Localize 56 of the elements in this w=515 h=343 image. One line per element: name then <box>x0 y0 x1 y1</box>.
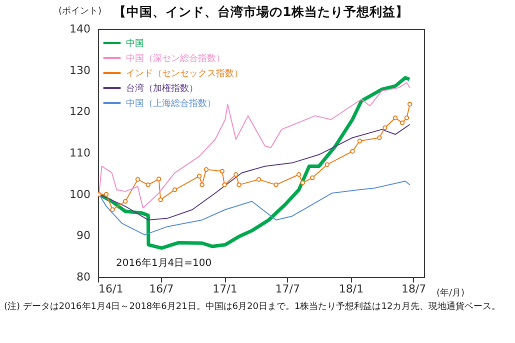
point <box>220 168 224 174</box>
legend-label: 中国 <box>126 38 144 49</box>
y-tick-label: 100 <box>70 188 90 201</box>
point <box>256 177 262 182</box>
point <box>324 162 330 167</box>
x-tick-label: 18/1 <box>338 282 364 296</box>
chart-title: 【中国、インド、台湾市場の1株当たり予想利益】 <box>114 4 408 19</box>
point <box>204 167 209 172</box>
point <box>222 182 227 188</box>
y-tick-label: 110 <box>70 146 90 160</box>
line-series <box>98 82 410 208</box>
point <box>407 102 412 107</box>
point <box>274 182 278 188</box>
point <box>392 116 398 120</box>
point <box>234 172 238 177</box>
point <box>382 125 388 130</box>
line-series <box>98 124 410 220</box>
point <box>146 182 150 188</box>
x-tick-label: 17/1 <box>212 282 238 296</box>
point <box>400 120 405 126</box>
x-tick-label: 16/1 <box>98 282 124 296</box>
y-tick-label: 120 <box>70 105 90 118</box>
x-axis-title: (年/月) <box>436 288 465 298</box>
point <box>122 198 128 204</box>
text: (注) データは2016年1月4日～2018年6月21日。中国は6月20日まで。1株当たり予想利益は12カ月先、現地通貨ベース。 <box>4 301 502 313</box>
point <box>310 175 315 180</box>
y-tick-label: 130 <box>70 64 90 77</box>
legend-label: インド（センセックス指数） <box>126 68 243 79</box>
legend-label: 中国（深セン総合指数） <box>126 53 225 64</box>
point <box>296 172 302 177</box>
point <box>300 180 306 186</box>
line-series <box>98 180 410 236</box>
point <box>158 197 163 202</box>
point <box>196 174 202 179</box>
point <box>350 148 355 154</box>
legend-label: 台湾（加権指数） <box>126 83 198 94</box>
point <box>104 192 109 197</box>
legend-label: 中国（上海総合指数） <box>126 98 216 109</box>
point <box>156 176 162 182</box>
y-axis-title: (ポイント) <box>58 6 102 16</box>
point <box>200 182 204 188</box>
x-tick-label: 17/7 <box>275 282 300 296</box>
x-tick-label: 18/7 <box>401 282 426 296</box>
point <box>236 182 242 188</box>
point <box>110 207 115 212</box>
y-tick-label: 80 <box>76 270 90 284</box>
point <box>357 138 362 144</box>
point <box>377 135 382 140</box>
point <box>135 177 140 182</box>
y-tick-label: 90 <box>76 229 90 242</box>
y-tick-label: 140 <box>70 22 90 36</box>
annotation: 2016年1月4日=100 <box>116 257 212 269</box>
point <box>404 116 410 120</box>
line-series <box>98 76 412 250</box>
point <box>172 187 178 192</box>
x-tick-label: 16/7 <box>149 282 174 296</box>
